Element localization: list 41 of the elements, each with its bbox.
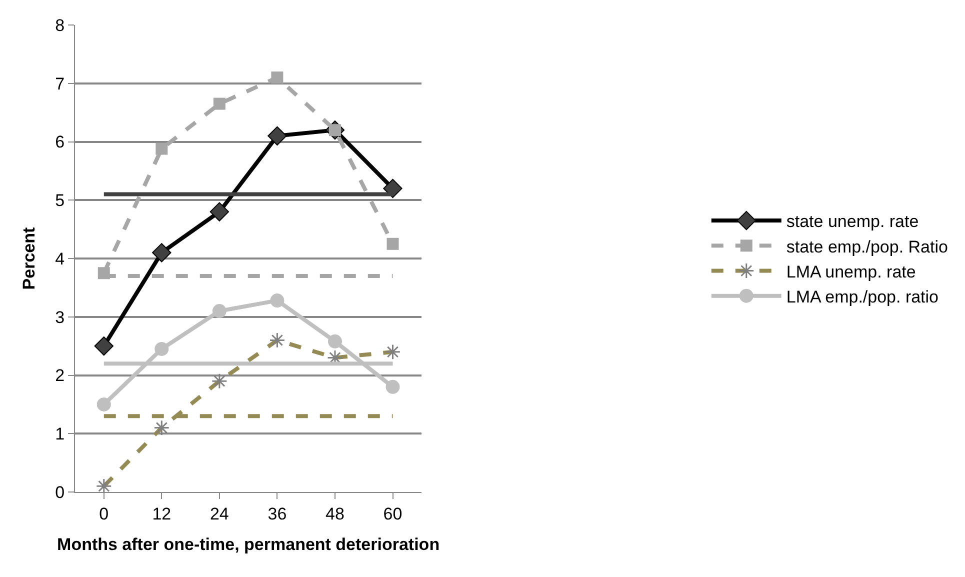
point [384,344,401,360]
point [269,332,286,348]
x-tick-label: 24 [210,504,229,524]
x-tick-label: 0 [99,504,109,524]
x-axis-title: Months after one-time, permanent deterioration [57,534,440,554]
point [152,243,172,262]
x-tick-label: 60 [383,504,402,524]
point [386,380,400,394]
point [328,334,342,348]
y-tick-label: 7 [55,74,65,94]
point [154,342,169,356]
x-tick-label: 12 [152,504,172,524]
y-tick-label: 8 [55,16,65,35]
y-tick-label: 2 [55,366,65,386]
point [213,98,226,110]
point [154,420,170,436]
y-tick-label: 6 [55,132,65,152]
point [96,397,111,412]
y-tick-label: 3 [55,308,65,327]
x-tick-label: 36 [268,504,287,524]
point [212,304,226,318]
point [268,126,287,146]
point [210,202,230,222]
legend-label: LMA unemp. rate [786,262,916,282]
point [211,373,228,390]
y-tick-label: 5 [55,191,65,210]
y-axis-title: Percent [20,226,39,290]
y-tick-label: 0 [55,482,65,502]
point [270,294,284,308]
legend-label: state emp./pop. Ratio [786,237,948,256]
legend-label: state unemp. rate [786,212,919,232]
x-tick-label: 48 [326,504,344,524]
point [156,142,168,155]
point [96,478,112,492]
point [94,336,114,356]
point [271,72,284,84]
y-tick-label: 4 [55,249,65,268]
legend-label: LMA emp./pop. ratio [786,287,939,306]
point [386,238,399,250]
point [383,178,402,198]
y-tick-label: 1 [55,424,65,444]
